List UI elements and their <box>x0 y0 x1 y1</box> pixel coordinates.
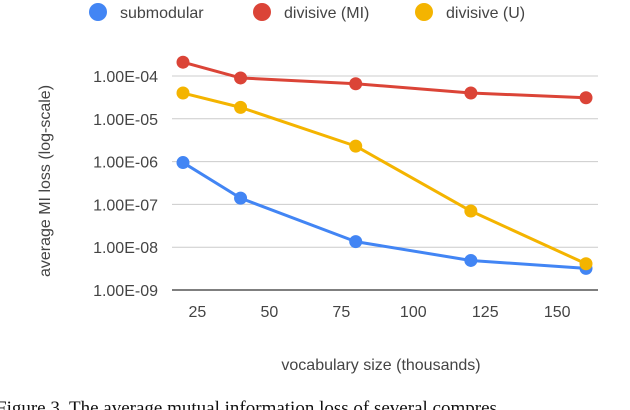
data-point <box>234 191 248 205</box>
y-tick-label: 1.00E-09 <box>93 283 158 300</box>
legend: submodular divisive (MI) divisive (U) <box>89 3 525 22</box>
y-tick-labels: 1.00E-09 1.00E-08 1.00E-07 1.00E-06 1.00E-05… <box>93 69 158 300</box>
y-tick-label: 1.00E-06 <box>93 155 158 172</box>
series-line-0 <box>181 161 588 270</box>
y-tick-label: 1.00E-08 <box>93 240 158 257</box>
data-point <box>464 204 478 218</box>
y-axis-title: average MI loss (log-scale) <box>37 85 54 277</box>
data-point <box>464 86 478 100</box>
legend-swatch <box>89 3 107 21</box>
y-tick-label: 1.00E-04 <box>93 69 158 86</box>
legend-swatch <box>253 3 271 21</box>
x-tick-label: 25 <box>188 304 206 321</box>
data-point <box>464 253 478 267</box>
data-point <box>176 156 190 170</box>
legend-label: submodular <box>120 5 204 22</box>
y-tick-label: 1.00E-07 <box>93 197 158 214</box>
data-point <box>349 77 363 91</box>
x-tick-labels: 25 50 75 100 125 150 <box>188 304 570 321</box>
y-tick-label: 1.00E-05 <box>93 112 158 129</box>
data-point <box>579 257 593 271</box>
x-axis-title: vocabulary size (thousands) <box>281 357 480 374</box>
x-tick-label: 150 <box>544 304 571 321</box>
x-tick-label: 100 <box>400 304 427 321</box>
series-lines <box>176 55 593 275</box>
data-point <box>176 55 190 69</box>
legend-label: divisive (U) <box>446 5 525 22</box>
data-point <box>234 100 248 114</box>
x-tick-label: 50 <box>260 304 278 321</box>
figure-caption: Figure 3. The average mutual information… <box>0 398 497 410</box>
data-point <box>349 235 363 249</box>
data-point <box>349 139 363 153</box>
x-tick-label: 125 <box>472 304 499 321</box>
data-point <box>579 91 593 105</box>
legend-label: divisive (MI) <box>284 5 369 22</box>
data-point <box>176 86 190 100</box>
legend-swatch <box>415 3 433 21</box>
x-tick-label: 75 <box>332 304 350 321</box>
data-point <box>234 71 248 85</box>
